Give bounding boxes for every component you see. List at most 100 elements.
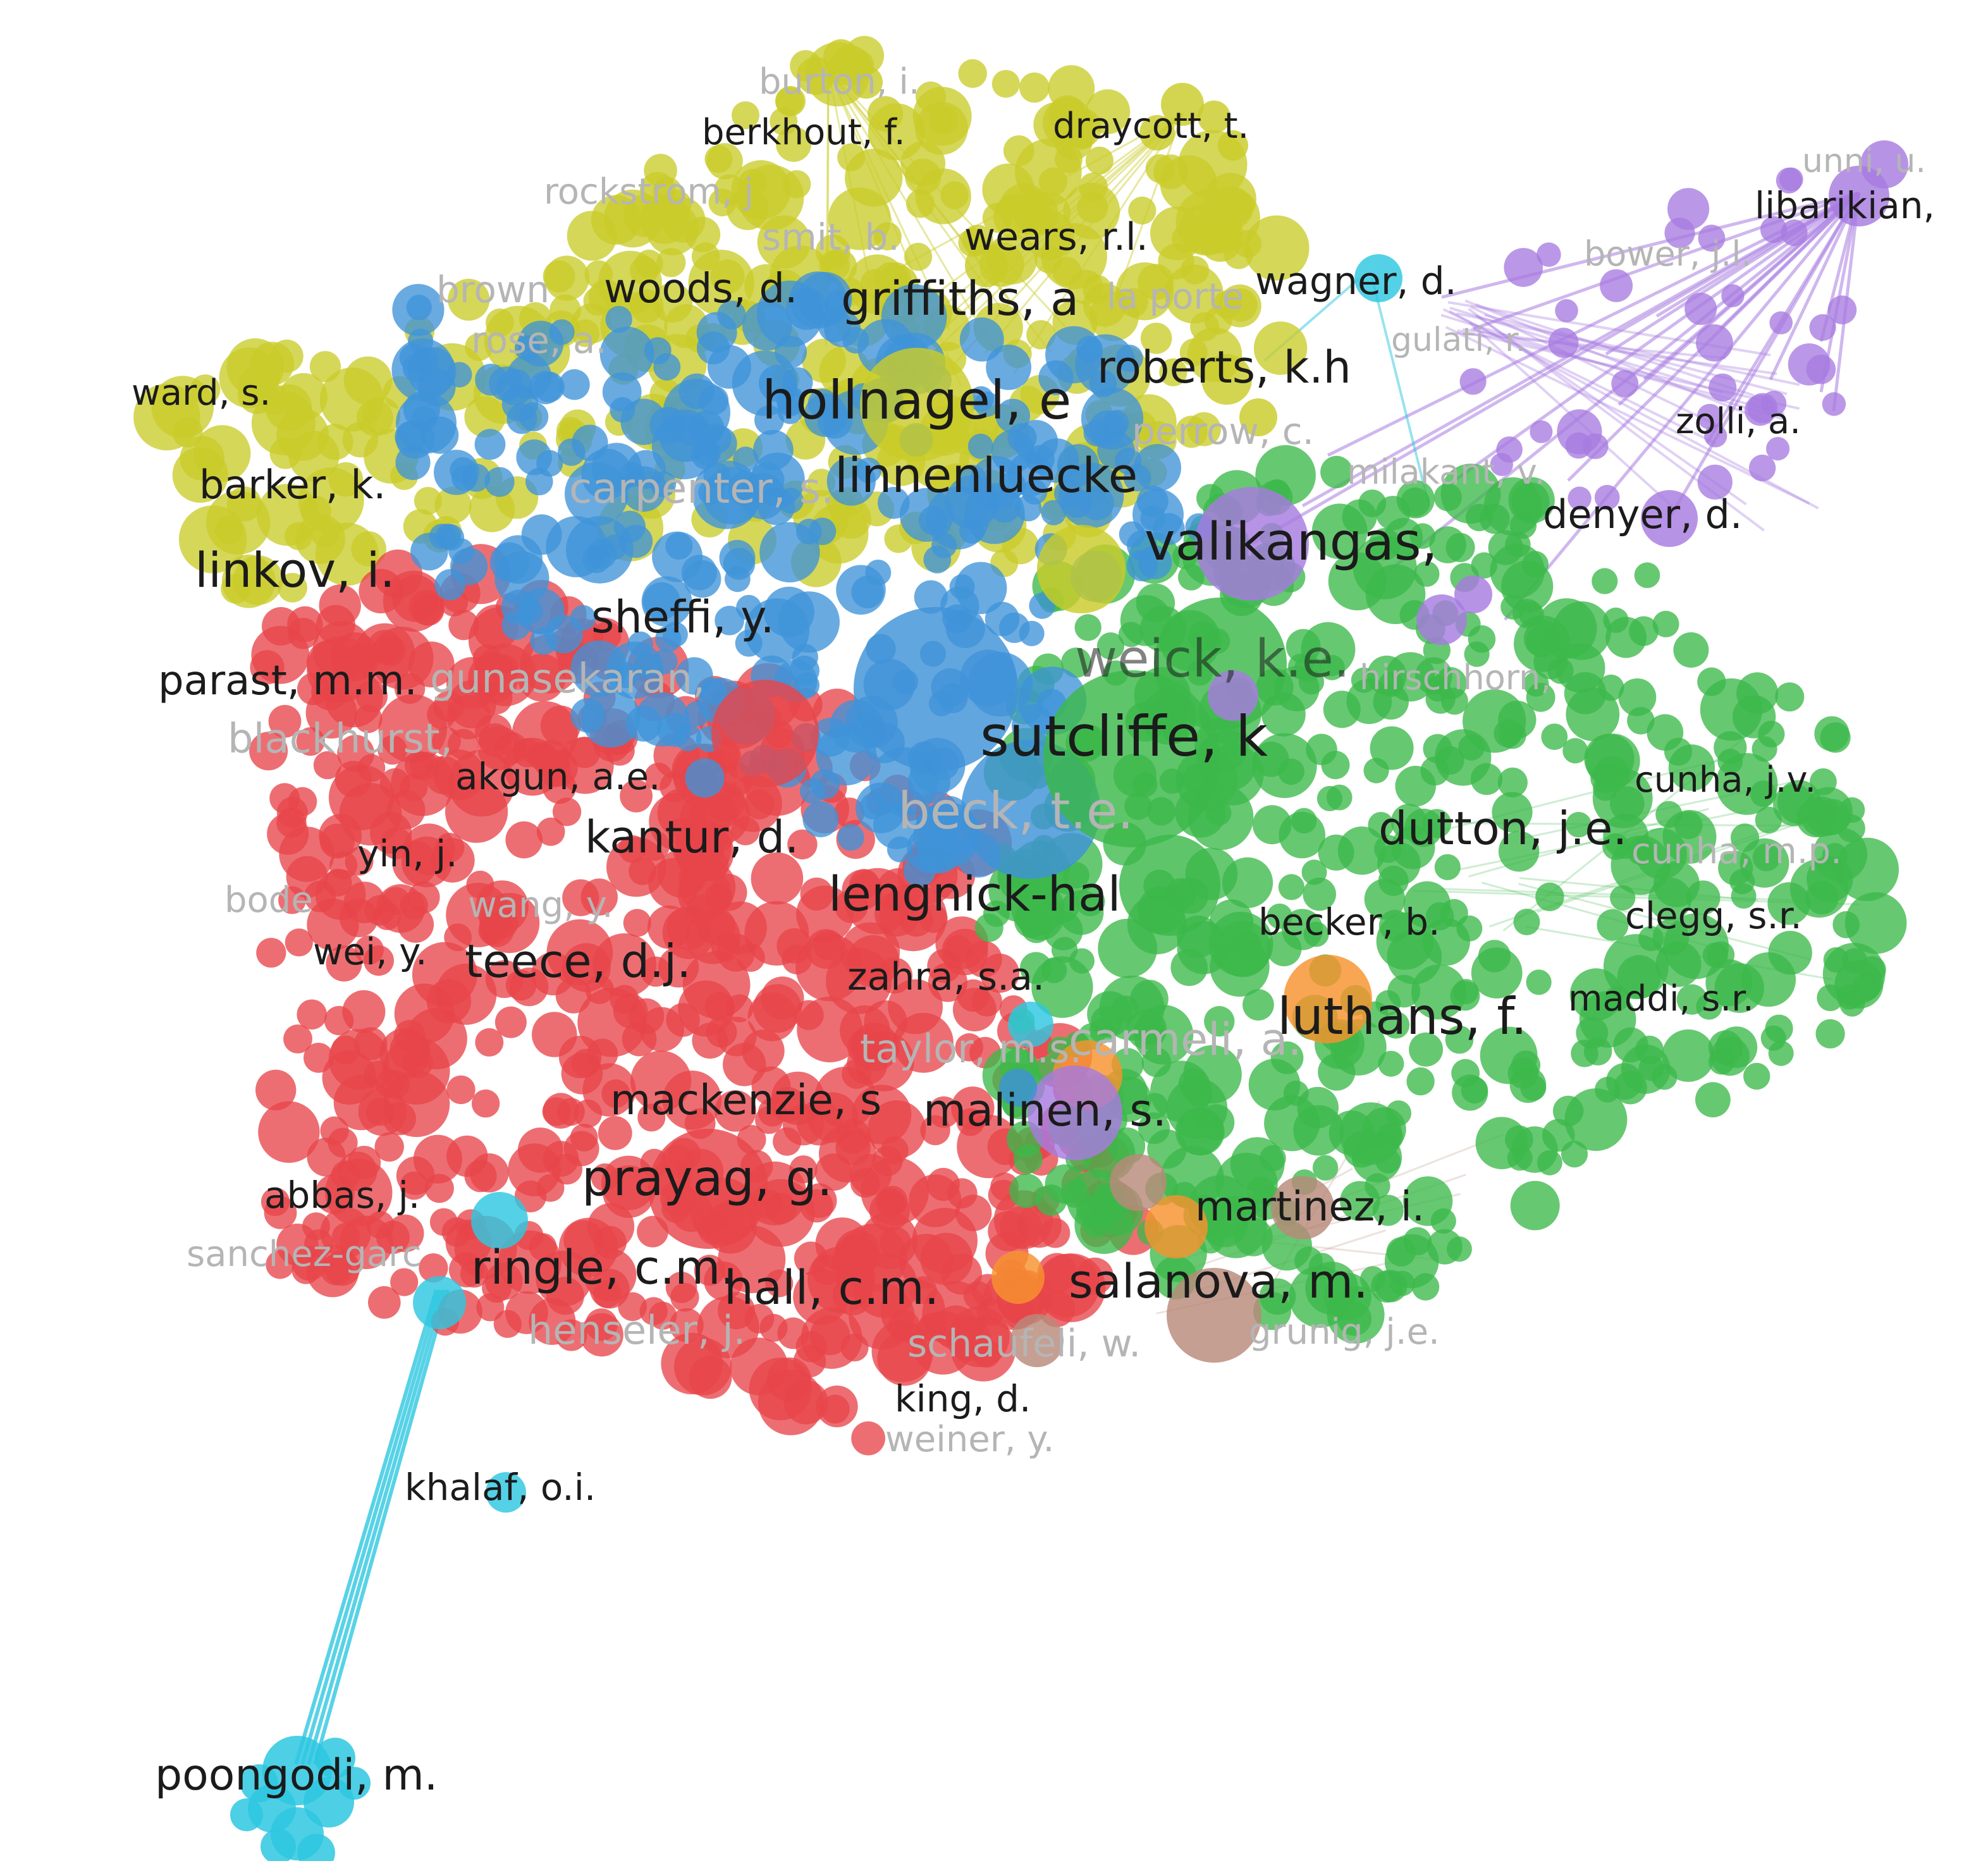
node-blue[interactable] [1011, 704, 1055, 748]
node-purple[interactable] [1709, 373, 1737, 402]
node-green[interactable] [1775, 682, 1805, 712]
node-blue[interactable] [733, 446, 759, 472]
node-red[interactable] [899, 903, 934, 937]
node-green[interactable] [1837, 814, 1865, 843]
node-red[interactable] [256, 938, 286, 968]
node-hub[interactable] [860, 348, 974, 462]
node-green[interactable] [1492, 792, 1533, 833]
node-green[interactable] [1651, 1064, 1678, 1090]
node-blue[interactable] [1079, 486, 1114, 520]
node-purple[interactable] [1721, 284, 1745, 307]
node-red[interactable] [942, 928, 988, 976]
node-green[interactable] [1305, 1262, 1359, 1315]
node-green[interactable] [1445, 532, 1475, 563]
node-yellow[interactable] [1181, 255, 1210, 285]
node-green[interactable] [1535, 882, 1564, 912]
node-blue[interactable] [903, 854, 936, 887]
label-becker[interactable]: becker, b. [1258, 900, 1440, 943]
node-blue[interactable] [778, 488, 804, 513]
node-purple[interactable] [1781, 219, 1808, 247]
label-brown[interactable]: brown [436, 268, 549, 311]
node-yellow[interactable] [583, 286, 613, 316]
node-red[interactable] [266, 1250, 295, 1279]
node-red[interactable] [313, 751, 342, 780]
node-red[interactable] [517, 1127, 563, 1173]
node-green[interactable] [1267, 903, 1292, 929]
label-ward[interactable]: ward, s. [132, 372, 271, 414]
node-hub[interactable] [1284, 955, 1372, 1043]
node-red[interactable] [342, 990, 386, 1033]
label-sutcliffe[interactable]: sutcliffe, k [980, 704, 1268, 769]
node-red[interactable] [555, 978, 592, 1014]
node-red[interactable] [926, 1167, 960, 1201]
node-hub[interactable] [1008, 1002, 1053, 1047]
node-yellow[interactable] [288, 431, 340, 482]
node-blue[interactable] [727, 470, 763, 506]
node-hub[interactable] [413, 1276, 466, 1329]
node-blue[interactable] [1075, 334, 1136, 395]
node-green[interactable] [1859, 956, 1886, 983]
node-yellow[interactable] [915, 168, 971, 224]
node-cyan[interactable] [297, 1834, 335, 1861]
node-yellow[interactable] [343, 356, 393, 405]
node-yellow[interactable] [328, 462, 364, 497]
node-yellow[interactable] [1139, 115, 1175, 150]
node-green[interactable] [1020, 952, 1052, 985]
node-red[interactable] [851, 1421, 885, 1456]
label-burton[interactable]: burton, i. [759, 61, 920, 102]
node-red[interactable] [864, 1000, 907, 1044]
node-green[interactable] [1312, 1155, 1339, 1181]
node-blue[interactable] [599, 326, 654, 381]
node-blue[interactable] [496, 369, 534, 405]
node-yellow[interactable] [1140, 322, 1172, 354]
node-green[interactable] [1647, 714, 1684, 751]
node-green[interactable] [1593, 775, 1618, 801]
label-sheffi[interactable]: sheffi, y. [591, 591, 775, 643]
node-red[interactable] [319, 814, 362, 857]
node-red[interactable] [316, 605, 355, 644]
node-hub[interactable] [1119, 835, 1220, 936]
node-green[interactable] [1248, 1059, 1301, 1111]
node-cyan[interactable] [315, 1738, 355, 1778]
node-green[interactable] [1498, 831, 1540, 872]
node-yellow[interactable] [1048, 65, 1095, 112]
node-blue[interactable] [873, 802, 921, 849]
node-red[interactable] [678, 980, 734, 1037]
node-red[interactable] [292, 1246, 328, 1281]
node-green[interactable] [1011, 881, 1065, 935]
node-yellow[interactable] [802, 338, 846, 383]
node-green[interactable] [1470, 763, 1503, 795]
node-purple[interactable] [1822, 392, 1846, 416]
node-purple[interactable] [1594, 484, 1620, 510]
label-salanova[interactable]: salanova, m. [1069, 1255, 1368, 1309]
node-red[interactable] [601, 1079, 630, 1109]
label-woods[interactable]: woods, d. [604, 266, 797, 312]
node-yellow[interactable] [708, 188, 737, 217]
node-blue[interactable] [1081, 387, 1144, 450]
node-hub[interactable] [999, 1069, 1037, 1107]
node-blue[interactable] [715, 606, 744, 636]
node-red[interactable] [405, 1008, 467, 1070]
node-yellow[interactable] [448, 278, 490, 321]
node-yellow[interactable] [999, 183, 1050, 234]
node-red[interactable] [602, 1165, 656, 1218]
node-red[interactable] [787, 829, 818, 860]
node-green[interactable] [1395, 766, 1436, 807]
node-yellow[interactable] [278, 573, 307, 603]
node-red[interactable] [476, 1293, 505, 1322]
node-red[interactable] [753, 984, 802, 1033]
node-blue[interactable] [625, 706, 662, 742]
node-red[interactable] [493, 1310, 522, 1338]
node-green[interactable] [1323, 691, 1361, 728]
node-blue[interactable] [1127, 530, 1157, 561]
node-purple[interactable] [1555, 299, 1578, 322]
label-unni[interactable]: unni, u. [1802, 142, 1926, 180]
label-smit[interactable]: smit, b. [762, 216, 900, 259]
node-red[interactable] [287, 617, 319, 649]
node-red[interactable] [354, 935, 384, 965]
label-gunasekaran[interactable]: gunasekaran, [430, 656, 705, 703]
node-red[interactable] [955, 1195, 992, 1231]
node-yellow[interactable] [965, 244, 1008, 287]
node-blue[interactable] [967, 433, 993, 459]
node-yellow[interactable] [640, 172, 675, 207]
